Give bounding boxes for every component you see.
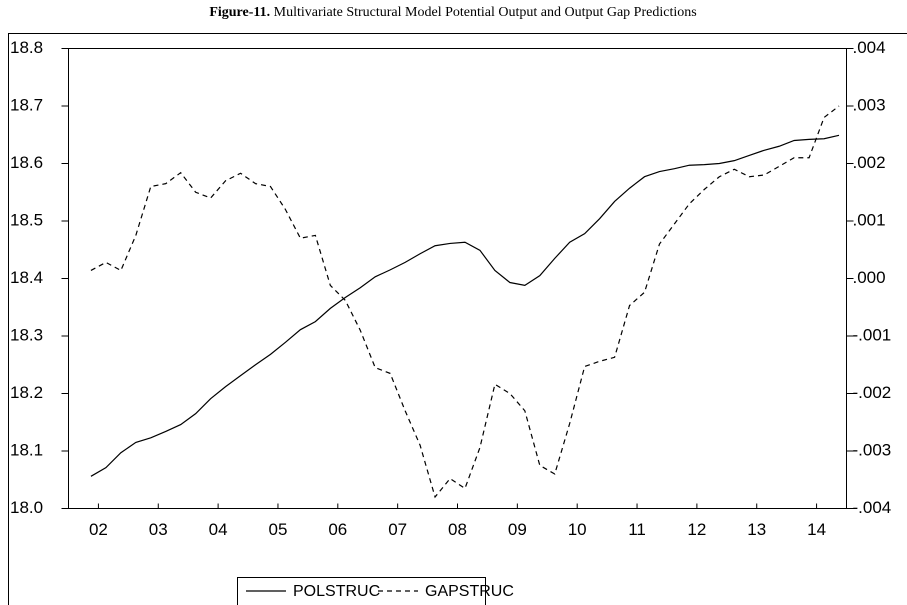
x-tick-label: 13 (747, 520, 766, 539)
y-tick-label: 18.1 (10, 440, 43, 459)
chart-frame (8, 33, 907, 605)
y-tick-label: 18.2 (10, 383, 43, 402)
legend-label: GAPSTRUC (425, 583, 514, 600)
x-tick-label: 04 (209, 520, 228, 539)
x-tick-label: 11 (628, 520, 646, 539)
y2-tick-label: .002 (853, 153, 886, 172)
x-tick-label: 03 (149, 520, 168, 539)
x-tick-label: 14 (807, 520, 826, 539)
x-tick-label: 12 (687, 520, 706, 539)
y2-tick-label: .003 (853, 95, 886, 114)
x-tick-label: 07 (388, 520, 407, 539)
plot-frame (68, 48, 847, 509)
y2-tick-label: -.004 (853, 498, 892, 517)
y2-tick-label: -.002 (853, 383, 892, 402)
series-line (90, 134, 840, 477)
y-tick-label: 18.5 (10, 210, 43, 229)
y-tick-label: 18.6 (10, 153, 43, 172)
chart-title: Figure-11. Multivariate Structural Model… (209, 5, 696, 20)
y-tick-label: 18.4 (10, 268, 43, 287)
y2-tick-label: .004 (853, 38, 886, 57)
y2-tick-label: -.001 (853, 325, 892, 344)
x-tick-label: 05 (269, 520, 288, 539)
y-tick-label: 18.7 (10, 95, 43, 114)
title-text: Multivariate Structural Model Potential … (274, 5, 697, 20)
series-line (90, 105, 840, 499)
y-tick-label: 18.8 (10, 38, 43, 57)
y2-tick-label: .001 (853, 210, 886, 229)
title-label: Figure-11. (209, 5, 270, 20)
x-tick-label: 09 (508, 520, 527, 539)
x-tick-label: 02 (89, 520, 108, 539)
x-tick-label: 08 (448, 520, 467, 539)
legend-label: POLSTRUC (293, 583, 380, 600)
y-tick-label: 18.0 (10, 498, 43, 517)
x-tick-label: 10 (568, 520, 587, 539)
y2-tick-label: .000 (853, 268, 886, 287)
y-tick-label: 18.3 (10, 325, 43, 344)
x-tick-label: 06 (328, 520, 347, 539)
y2-tick-label: -.003 (853, 440, 892, 459)
